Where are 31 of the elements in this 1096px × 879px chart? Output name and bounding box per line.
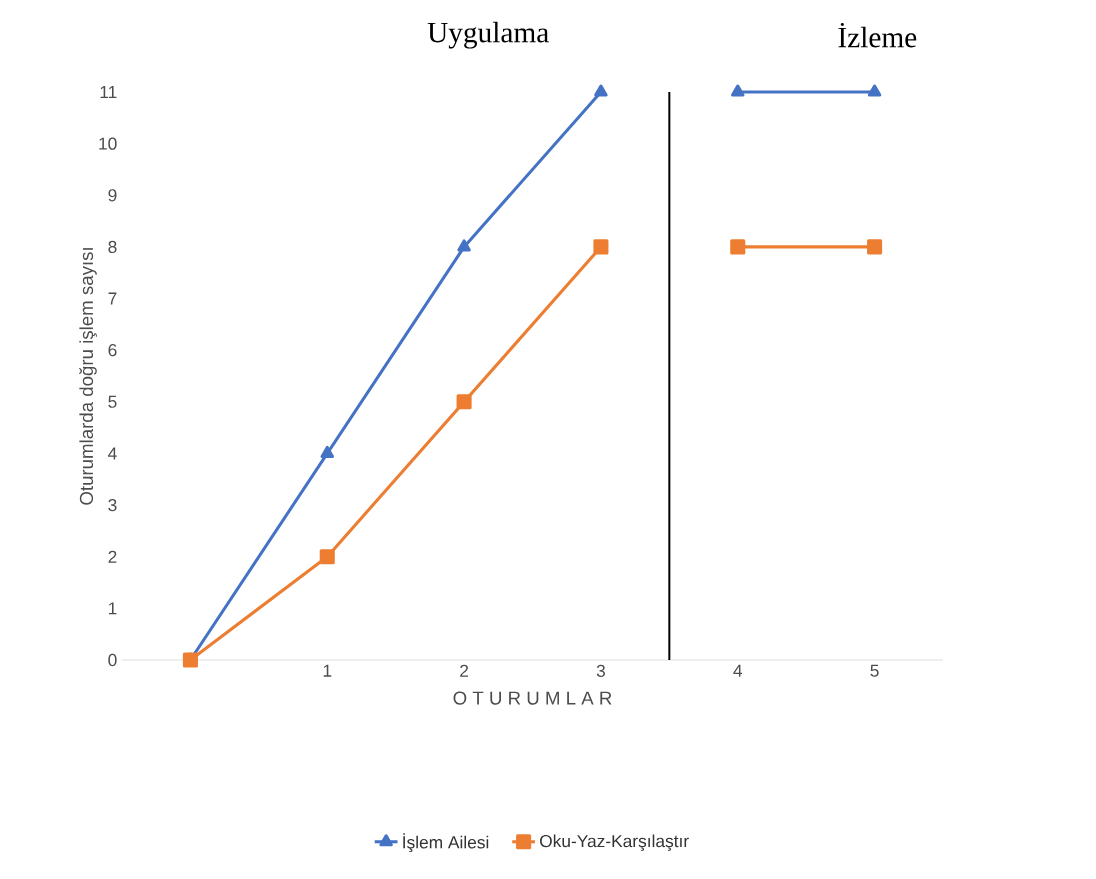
x-tick-label: 4 (733, 664, 743, 677)
x-tick-label: 5 (870, 664, 879, 677)
legend-label: İşlem Ailesi (403, 833, 489, 852)
text: İzleme (838, 22, 917, 48)
y-axis-title: Oturumlarda doğru işlem sayısı (79, 248, 97, 505)
y-tick-label: 10 (99, 137, 117, 150)
y-tick-label: 0 (108, 653, 117, 667)
point (456, 394, 472, 410)
x-tick-label: 3 (596, 664, 605, 677)
y-tick-label: 8 (108, 240, 117, 254)
text: Uygulama (427, 21, 549, 49)
legend-label: Oku-Yaz-Karşılaştır (540, 834, 689, 851)
y-tick-label: 9 (108, 189, 117, 202)
y-tick-label: 2 (108, 550, 117, 563)
y-tick-label: 3 (108, 498, 117, 512)
point (867, 239, 883, 255)
point (319, 549, 335, 565)
point (320, 445, 334, 458)
point (457, 239, 471, 252)
point (730, 239, 746, 255)
x-tick-label: 2 (460, 664, 469, 677)
y-tick-label: 5 (108, 395, 117, 408)
x-tick-label: 1 (323, 664, 332, 677)
y-tick-label: 1 (108, 602, 117, 615)
point (594, 84, 608, 97)
y-tick-label: 6 (108, 344, 117, 357)
y-tick-label: 4 (108, 447, 117, 460)
point (593, 239, 609, 255)
x-axis-title: O T U R U M L A R (453, 691, 612, 705)
y-tick-label: 7 (108, 292, 117, 305)
y-tick-label: 11 (100, 86, 117, 98)
